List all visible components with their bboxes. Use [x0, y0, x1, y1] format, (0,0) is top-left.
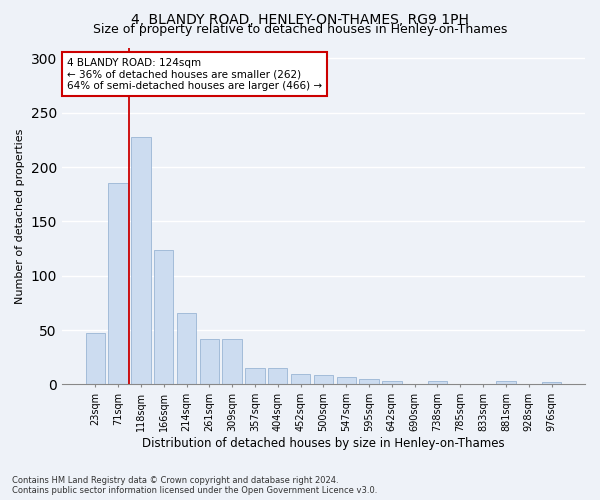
Bar	[268, 368, 287, 384]
Bar	[200, 339, 219, 384]
X-axis label: Distribution of detached houses by size in Henley-on-Thames: Distribution of detached houses by size …	[142, 437, 505, 450]
Bar	[131, 136, 151, 384]
Bar	[291, 374, 310, 384]
Bar	[542, 382, 561, 384]
Text: Contains HM Land Registry data © Crown copyright and database right 2024.
Contai: Contains HM Land Registry data © Crown c…	[12, 476, 377, 495]
Bar	[496, 381, 515, 384]
Bar	[428, 381, 447, 384]
Text: 4, BLANDY ROAD, HENLEY-ON-THAMES, RG9 1PH: 4, BLANDY ROAD, HENLEY-ON-THAMES, RG9 1P…	[131, 12, 469, 26]
Bar	[314, 374, 333, 384]
Bar	[337, 377, 356, 384]
Bar	[382, 381, 401, 384]
Bar	[109, 184, 128, 384]
Bar	[245, 368, 265, 384]
Bar	[154, 250, 173, 384]
Bar	[359, 379, 379, 384]
Bar	[223, 339, 242, 384]
Text: Size of property relative to detached houses in Henley-on-Thames: Size of property relative to detached ho…	[93, 22, 507, 36]
Text: 4 BLANDY ROAD: 124sqm
← 36% of detached houses are smaller (262)
64% of semi-det: 4 BLANDY ROAD: 124sqm ← 36% of detached …	[67, 58, 322, 91]
Y-axis label: Number of detached properties: Number of detached properties	[15, 128, 25, 304]
Bar	[86, 334, 105, 384]
Bar	[177, 312, 196, 384]
